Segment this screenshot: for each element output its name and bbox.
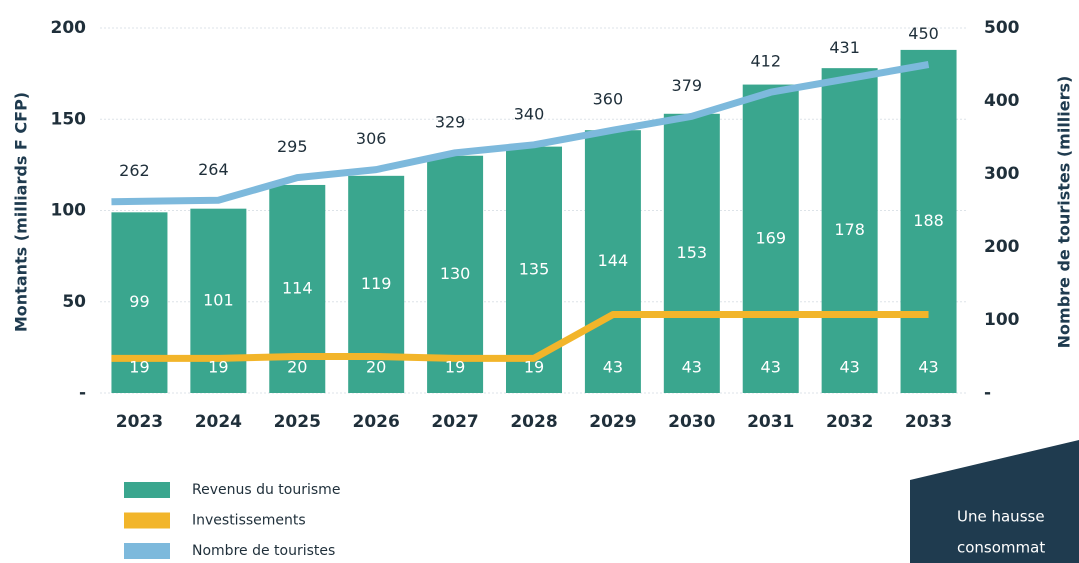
note-box [910,440,1079,563]
line-value-label: 264 [198,160,229,179]
line-value-label: 306 [356,129,387,148]
y2-tick-label: 500 [984,18,1020,38]
legend-label: Nombre de touristes [192,543,335,559]
annotation: consommat [957,539,1045,557]
line-value-label: 43 [761,358,781,377]
x-tick-label: 2030 [668,412,715,432]
x-tick-label: 2027 [431,412,478,432]
x-tick-label: 2025 [274,412,321,432]
y2-tick-label: 200 [984,237,1020,257]
y-tick-label: 150 [51,109,87,129]
line-value-label: 43 [839,358,859,377]
line-value-label: 340 [514,104,545,123]
bar [821,68,878,394]
legend-swatch [124,512,170,529]
line [111,61,930,206]
line-value-label: 379 [672,76,703,95]
annotation: Une hausse [957,508,1045,526]
line-value-label: 20 [366,358,386,377]
bar-value-label: 153 [677,243,708,262]
y-tick-label: 200 [51,18,87,38]
x-tick-label: 2031 [747,412,794,432]
bar-value-label: 178 [834,220,865,239]
line-value-label: 431 [829,38,860,57]
x-tick-label: 2023 [116,412,163,432]
bar [111,212,168,393]
bar [190,208,247,393]
legend-label: Revenus du tourisme [192,482,340,498]
y-axis-label: Montants (milliards F CFP) [12,92,31,332]
x-tick-label: 2032 [826,412,873,432]
y-tick-label: 50 [62,292,86,312]
legend-swatch [124,482,170,498]
bar-value-label: 188 [913,211,944,230]
y-tick-label: - [79,383,86,403]
x-tick-label: 2033 [905,412,952,432]
line-value-label: 19 [208,358,228,377]
line-value-label: 262 [119,161,150,180]
line-value-label: 19 [445,358,465,377]
legend-label: Investissements [192,513,306,529]
x-tick-label: 2024 [195,412,242,432]
y2-tick-label: - [984,383,991,403]
bar-value-label: 135 [519,259,550,278]
y2-tick-label: 100 [984,310,1020,330]
x-tick-label: 2026 [353,412,400,432]
bar [663,113,720,394]
legend-swatch [124,543,170,559]
bar-value-label: 169 [755,228,786,247]
line-value-label: 43 [918,358,938,377]
x-tick-label: 2029 [589,412,636,432]
bar-value-label: 101 [203,290,234,309]
line-value-label: 43 [603,358,623,377]
bar [584,130,641,393]
bar-value-label: 119 [361,274,392,293]
bar [742,84,799,393]
bar-value-label: 130 [440,264,471,283]
line-value-label: 360 [593,90,624,109]
y2-tick-label: 300 [984,164,1020,184]
line-value-label: 412 [750,52,781,71]
x-tick-label: 2028 [510,412,557,432]
line-value-label: 295 [277,137,308,156]
line-value-label: 450 [908,24,939,43]
line-value-label: 19 [129,358,149,377]
line [111,311,929,362]
bar-value-label: 99 [129,292,149,311]
bar-value-label: 114 [282,278,313,297]
bar-value-label: 144 [598,251,629,270]
y2-tick-label: 400 [984,91,1020,111]
line-value-label: 20 [287,358,307,377]
line-value-label: 43 [682,358,702,377]
bar [427,155,484,393]
line-value-label: 19 [524,358,544,377]
bar [900,49,957,394]
y-tick-label: 100 [51,201,87,221]
y2-axis-label: Nombre de touristes (milliers) [1055,76,1074,349]
line-value-label: 329 [435,112,466,131]
